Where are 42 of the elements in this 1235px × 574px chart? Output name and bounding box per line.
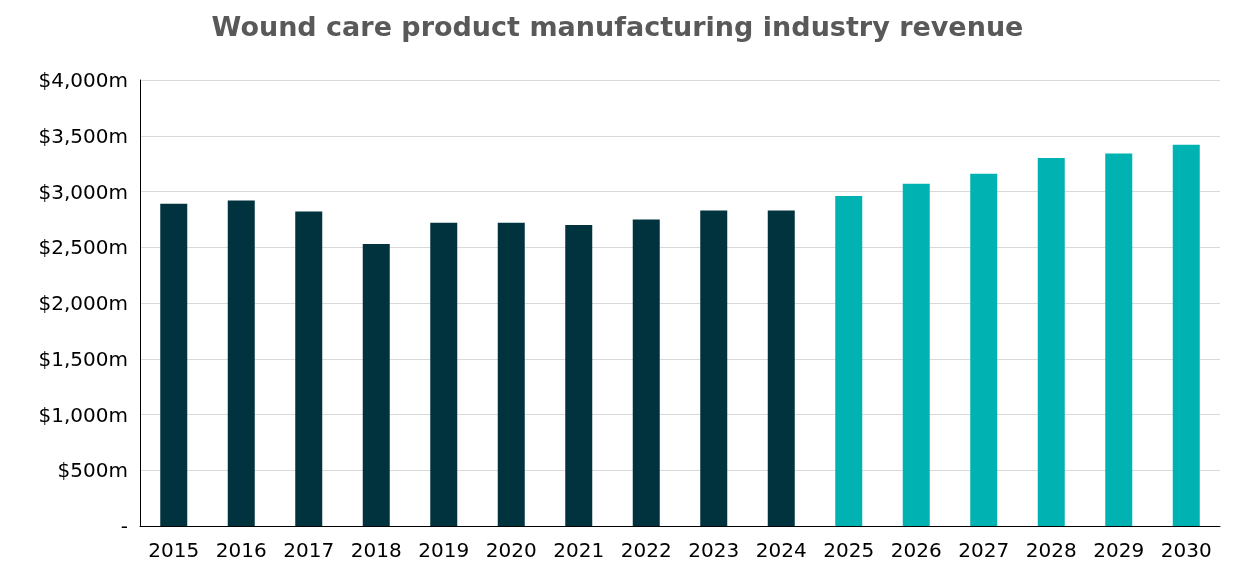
x-tick-label: 2019 (418, 538, 470, 562)
y-tick-label: $3,500m (38, 123, 128, 148)
bar (227, 200, 255, 526)
x-tick-label: 2017 (283, 538, 335, 562)
y-tick-label: $500m (57, 458, 128, 483)
y-tick-label: $1,500m (38, 346, 128, 371)
bar (160, 203, 188, 526)
bar (1172, 144, 1200, 526)
bar (430, 222, 458, 526)
x-tick-label: 2026 (890, 538, 942, 562)
x-tick-label: 2020 (485, 538, 537, 562)
bar (565, 224, 593, 526)
bar (970, 173, 998, 526)
bar (1105, 153, 1133, 526)
y-tick-label: $2,500m (38, 235, 128, 260)
bar (1037, 158, 1065, 526)
y-tick-label: - (120, 514, 128, 538)
bar (632, 219, 660, 526)
bar (767, 210, 795, 526)
y-tick-label: $2,000m (38, 291, 128, 315)
x-tick-label: 2021 (553, 538, 605, 562)
x-tick-label: 2028 (1025, 538, 1077, 562)
bar (295, 211, 323, 526)
x-tick-label: 2024 (755, 538, 807, 562)
bar (497, 222, 525, 526)
bar (835, 195, 863, 526)
bar (902, 183, 930, 526)
x-tick-label: 2023 (688, 538, 740, 562)
bar (362, 243, 390, 526)
x-tick-label: 2029 (1093, 538, 1145, 562)
x-tick-label: 2022 (620, 538, 672, 562)
x-tick-label: 2025 (823, 538, 875, 562)
y-tick-label: $3,000m (38, 179, 128, 204)
x-tick-label: 2016 (215, 538, 267, 562)
x-tick-label: 2027 (958, 538, 1010, 562)
x-tick-label: 2015 (148, 538, 200, 562)
x-tick-label: 2018 (350, 538, 402, 562)
y-tick-label: $4,000m (38, 68, 128, 92)
x-tick-label: 2030 (1160, 538, 1212, 562)
chart-title: Wound care product manufacturing industry revenue (211, 11, 1024, 42)
y-tick-label: $1,000m (38, 402, 128, 427)
bar (700, 210, 728, 526)
